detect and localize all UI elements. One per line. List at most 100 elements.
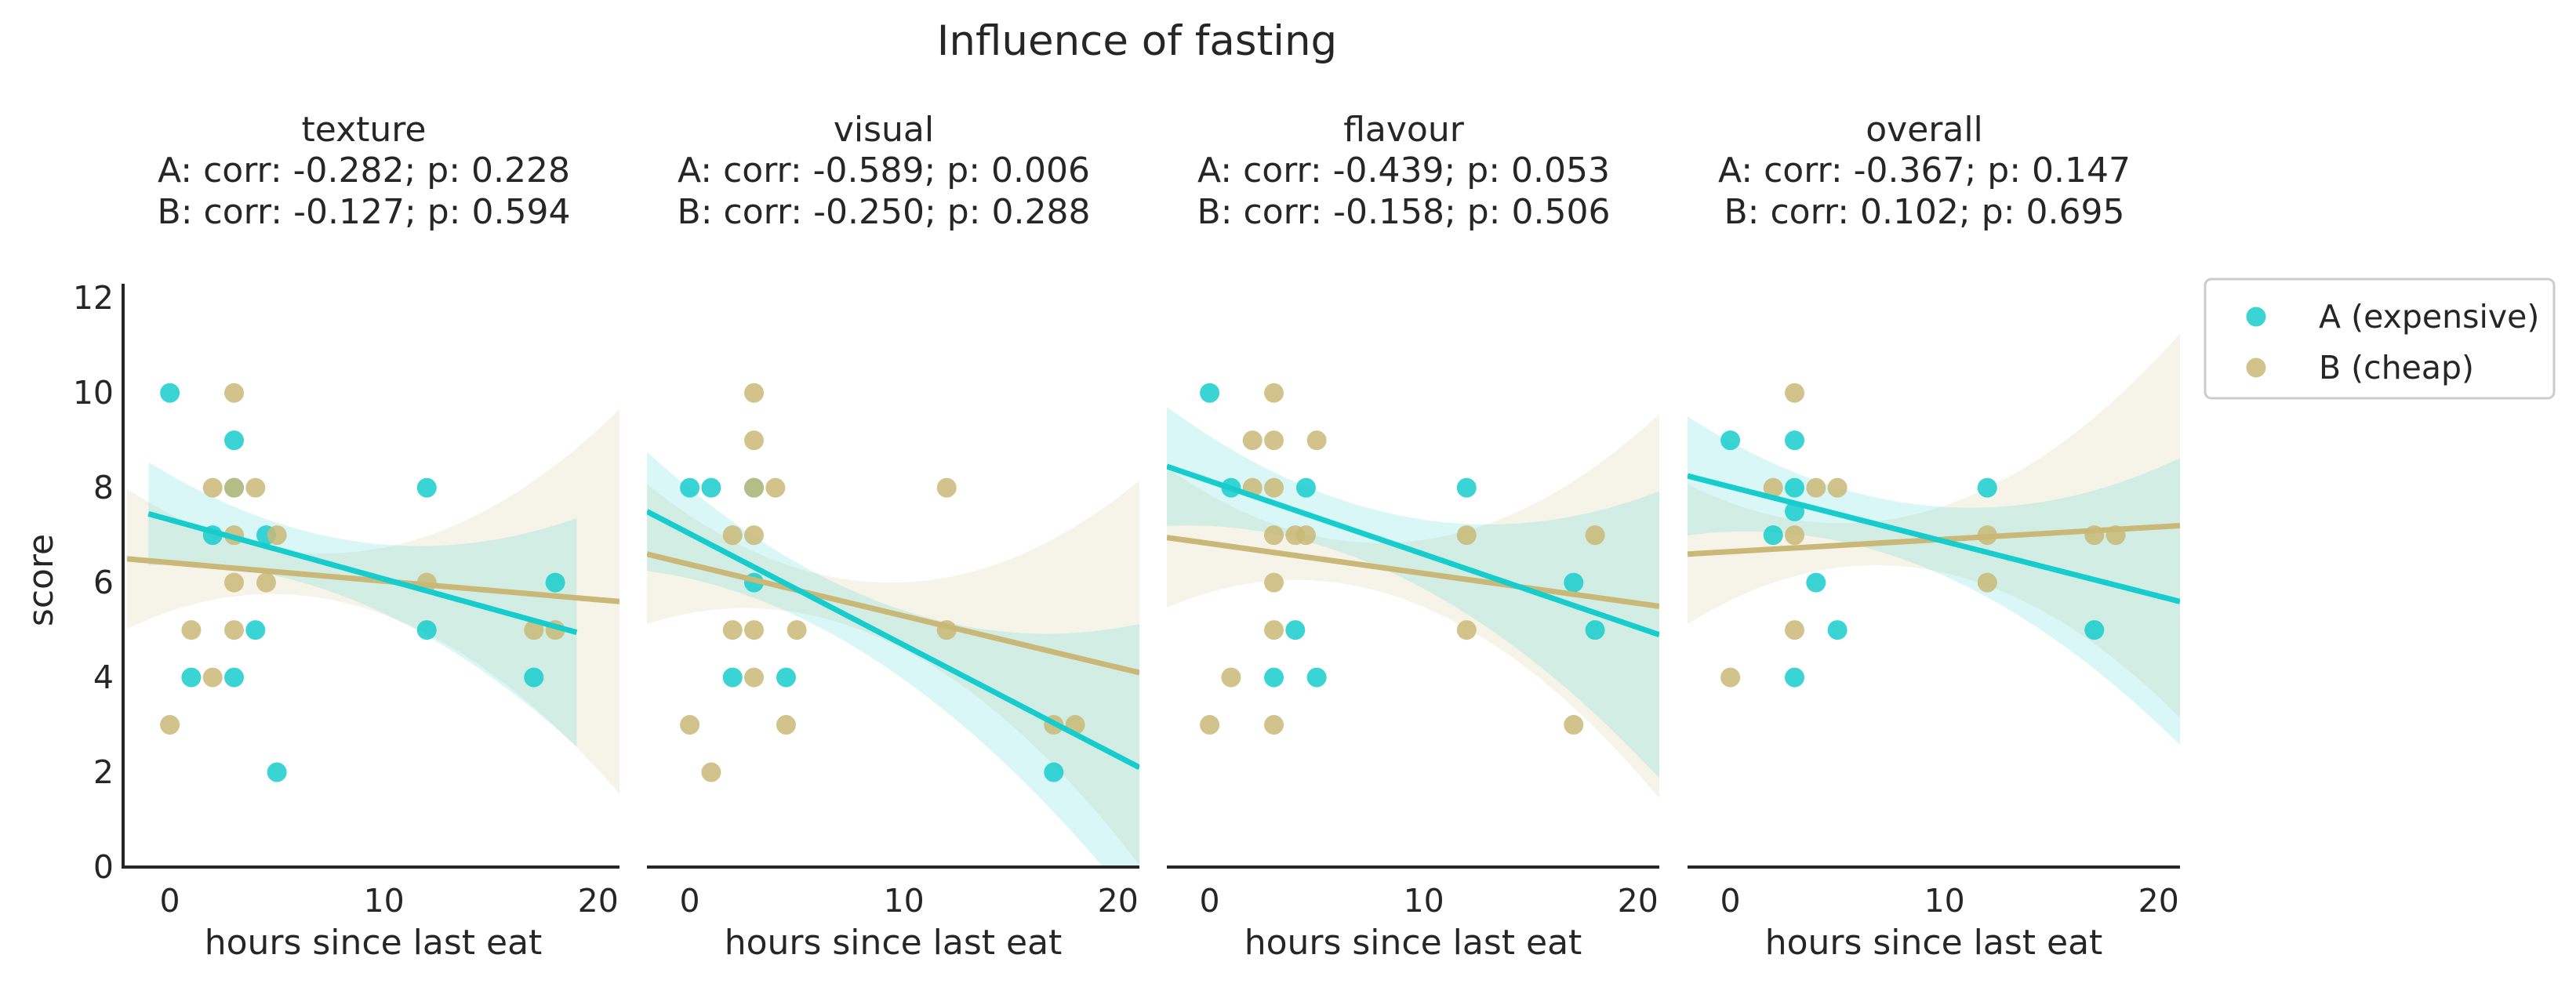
panel-stats-a: A: corr: -0.367; p: 0.147 — [1718, 151, 2131, 191]
legend-marker — [2246, 357, 2266, 378]
point-b — [722, 620, 743, 640]
confidence-band-a — [148, 462, 577, 747]
confidence-band-a — [647, 452, 1139, 867]
x-tick-label: 0 — [680, 882, 700, 920]
y-tick-label: 4 — [93, 659, 114, 696]
point-b — [202, 477, 223, 498]
y-tick-label: 0 — [93, 848, 114, 886]
point-b — [1264, 525, 1284, 546]
point-a — [1806, 572, 1826, 593]
x-tick-label: 20 — [578, 882, 619, 920]
x-tick-label: 20 — [1098, 882, 1139, 920]
point-b — [1264, 620, 1284, 640]
point-b — [1456, 525, 1477, 546]
legend: A (expensive) B (cheap) — [2204, 278, 2556, 400]
point-a — [1264, 667, 1284, 688]
chart-title: Influence of fasting — [937, 17, 1337, 65]
x-tick-label: 20 — [2138, 882, 2179, 920]
point-a — [1827, 620, 1848, 640]
point-b — [224, 477, 245, 498]
point-b — [1306, 430, 1327, 451]
point-a — [224, 667, 245, 688]
plot-area — [1167, 383, 1659, 799]
point-a — [1977, 477, 1997, 498]
point-b — [744, 620, 765, 640]
x-tick-label: 10 — [364, 882, 405, 920]
point-a — [1044, 762, 1064, 782]
point-b — [1242, 430, 1263, 451]
point-a — [545, 572, 565, 593]
point-b — [1295, 525, 1316, 546]
point-b — [744, 667, 765, 688]
legend-box — [2204, 278, 2556, 400]
plot-area — [127, 383, 619, 794]
point-b — [1264, 572, 1284, 593]
point-b — [776, 715, 796, 735]
point-b — [1806, 477, 1826, 498]
x-tick-label: 20 — [1618, 882, 1659, 920]
x-tick-label: 10 — [884, 882, 925, 920]
fit-line-a — [647, 509, 1139, 771]
point-a — [524, 667, 544, 688]
x-tick-label: 10 — [1404, 882, 1444, 920]
panel-stats-a: A: corr: -0.282; p: 0.228 — [158, 151, 570, 191]
panel-stats-b: B: corr: -0.250; p: 0.288 — [678, 192, 1091, 232]
point-b — [1456, 620, 1477, 640]
point-a — [416, 620, 437, 640]
plot-area — [1688, 333, 2180, 746]
point-b — [181, 620, 202, 640]
point-b — [701, 762, 721, 782]
panel-stats-a: A: corr: -0.439; p: 0.053 — [1197, 151, 1610, 191]
point-b — [224, 572, 245, 593]
point-a — [1720, 430, 1741, 451]
point-b — [680, 715, 700, 735]
point-b — [524, 620, 544, 640]
panel-stats-b: B: corr: -0.158; p: 0.506 — [1197, 192, 1611, 232]
point-a — [416, 477, 437, 498]
x-axis-label: hours since last eat — [1244, 923, 1582, 963]
point-a — [2084, 620, 2105, 640]
fit-line-b — [1167, 535, 1659, 609]
point-b — [1221, 667, 1241, 688]
point-b — [1785, 383, 1805, 403]
point-a — [722, 667, 743, 688]
point-a — [181, 667, 202, 688]
x-tick-label: 0 — [160, 882, 180, 920]
fit-line-b — [127, 556, 619, 604]
panel-title: flavour — [1343, 110, 1465, 150]
panel-stats-a: A: corr: -0.589; p: 0.006 — [678, 151, 1090, 191]
fit-line-a — [1688, 473, 2180, 604]
point-b — [245, 477, 266, 498]
point-a — [1456, 477, 1477, 498]
point-a — [701, 477, 721, 498]
point-b — [787, 620, 807, 640]
y-tick-label: 2 — [93, 753, 114, 791]
x-tick-label: 0 — [1720, 882, 1741, 920]
point-a — [1564, 572, 1584, 593]
point-a — [680, 477, 700, 498]
panel-title: texture — [302, 110, 427, 150]
point-b — [722, 525, 743, 546]
point-a — [1785, 667, 1805, 688]
point-b — [1264, 383, 1284, 403]
point-b — [160, 715, 180, 735]
point-a — [1285, 620, 1306, 640]
point-b — [1785, 525, 1805, 546]
confidence-band-b — [1688, 333, 2180, 718]
point-b — [1200, 715, 1220, 735]
point-b — [1720, 667, 1741, 688]
point-b — [1264, 715, 1284, 735]
point-a — [1763, 525, 1783, 546]
point-b — [267, 525, 287, 546]
point-b — [1827, 477, 1848, 498]
point-b — [765, 477, 786, 498]
point-a — [1785, 430, 1805, 451]
point-a — [776, 667, 796, 688]
y-axis-label: score — [21, 534, 61, 626]
point-b — [256, 572, 276, 593]
y-tick-label: 12 — [73, 279, 114, 317]
point-a — [1306, 667, 1327, 688]
legend-label: B (cheap) — [2319, 349, 2474, 386]
